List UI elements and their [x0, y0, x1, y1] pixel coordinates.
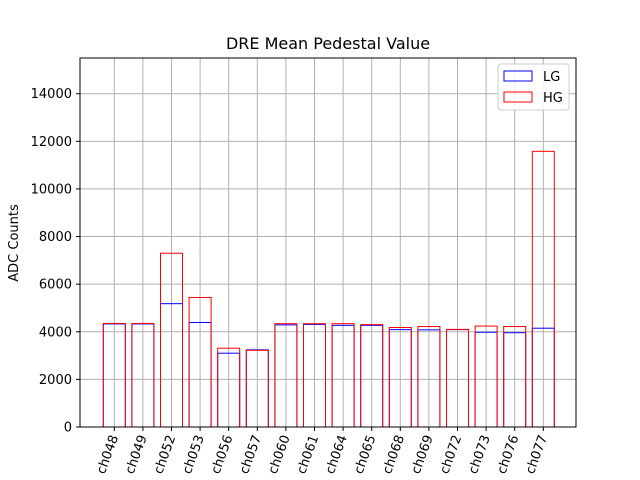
y-tick-label: 8000 [39, 230, 72, 245]
legend-box [497, 63, 570, 111]
y-tick-label: 4000 [39, 325, 72, 340]
y-axis-ticks: 0 2000 4000 6000 8000 10000 12000 14000 [31, 87, 80, 436]
grid-lines [80, 58, 576, 428]
y-axis-label: ADC Counts [7, 204, 22, 282]
y-tick-label: 0 [64, 421, 72, 436]
legend-swatch-hg [503, 91, 533, 103]
legend-label-hg: HG [543, 91, 563, 106]
chart-title: DRE Mean Pedestal Value [226, 34, 430, 53]
y-tick-label: 10000 [31, 182, 72, 197]
legend-label-lg: LG [543, 70, 560, 85]
y-tick-label: 6000 [39, 278, 72, 293]
y-tick-label: 12000 [31, 135, 72, 150]
y-tick-label: 14000 [31, 87, 72, 102]
legend-swatch-lg [503, 70, 533, 82]
plot-frame [79, 57, 577, 428]
y-tick-label: 2000 [39, 373, 72, 388]
legend: LG HG [497, 63, 570, 111]
